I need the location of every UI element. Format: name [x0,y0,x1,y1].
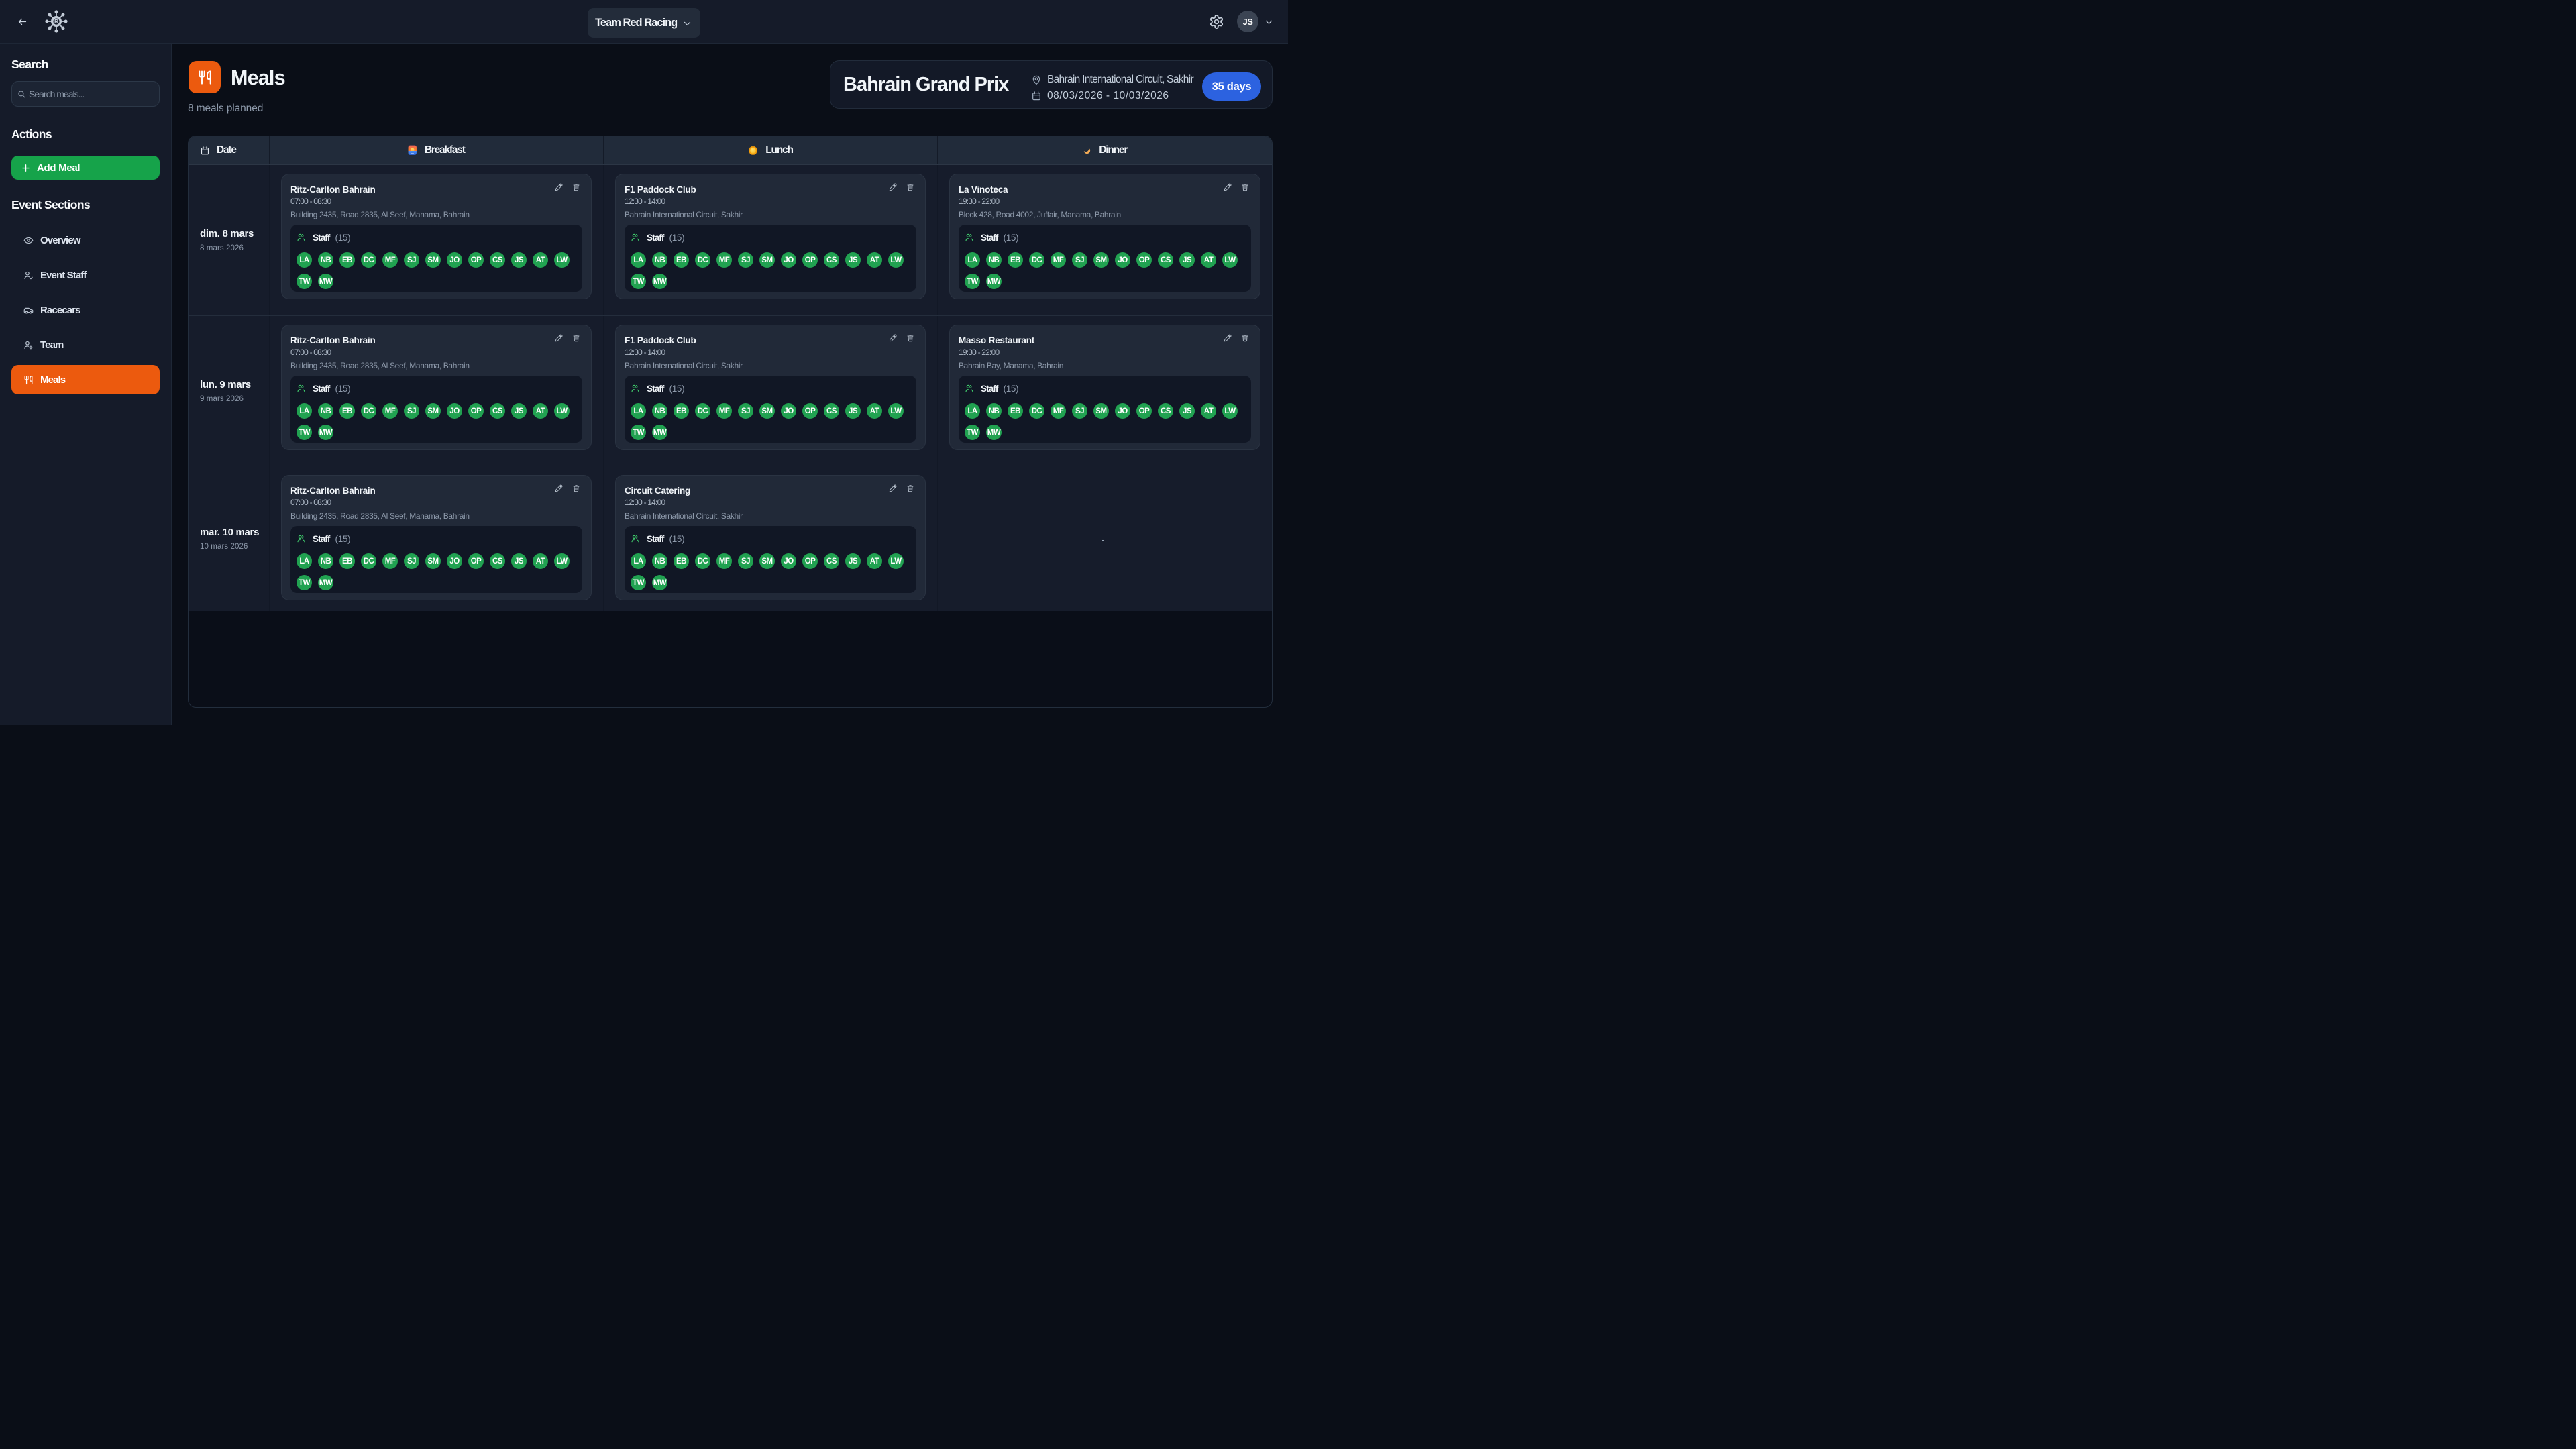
svg-text:R: R [54,18,58,25]
